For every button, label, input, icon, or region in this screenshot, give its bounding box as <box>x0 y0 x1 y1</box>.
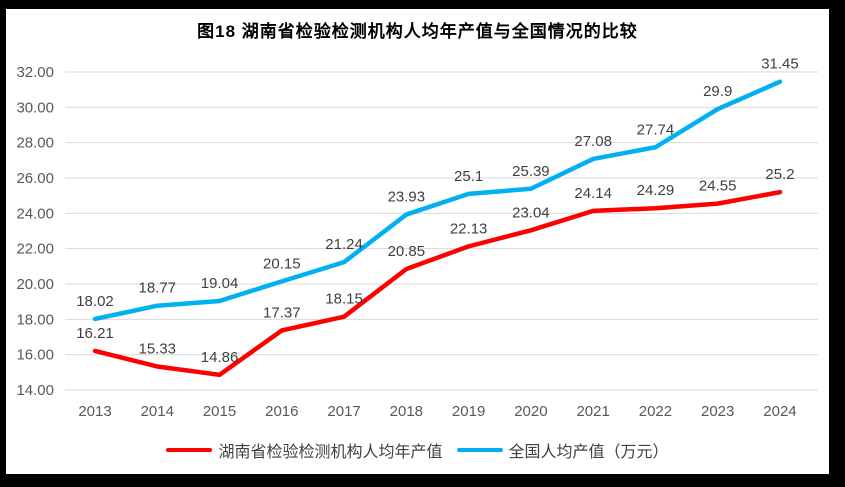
y-tick-label: 24.00 <box>16 205 54 222</box>
legend-label-hunan: 湖南省检验检测机构人均年产值 <box>218 444 443 461</box>
hunan-data-label: 24.55 <box>699 178 737 195</box>
national-data-label: 18.77 <box>138 280 176 297</box>
y-tick-label: 18.00 <box>16 311 54 328</box>
national-data-label: 27.08 <box>574 133 612 150</box>
chart-canvas: 图18 湖南省检验检测机构人均年产值与全国情况的比较 14.00 16.00 18.… <box>6 9 829 474</box>
national-series-line <box>92 79 783 322</box>
x-axis-label: 2021 <box>576 403 609 420</box>
chart-legend: 湖南省检验检测机构人均年产值 全国人均产值（万元） <box>6 438 829 462</box>
national-data-label: 23.93 <box>388 189 426 206</box>
hunan-data-label: 16.21 <box>76 325 114 342</box>
y-tick-label: 22.00 <box>16 241 54 258</box>
line-chart-plot-area: 14.00 16.00 18.00 20.00 22.00 24.00 26.00 28.00… <box>16 56 818 420</box>
x-axis-label: 2013 <box>78 403 111 420</box>
hunan-data-label: 23.04 <box>512 204 550 221</box>
x-axis-label: 2014 <box>141 403 174 420</box>
x-axis-label: 2022 <box>639 403 672 420</box>
y-tick-label: 16.00 <box>16 347 54 364</box>
hunan-data-label: 17.37 <box>263 304 301 321</box>
legend-label-national: 全国人均产值（万元） <box>508 444 669 461</box>
legend-item-national: 全国人均产值（万元） <box>456 438 669 462</box>
y-tick-label: 28.00 <box>16 135 54 152</box>
x-axis-label: 2019 <box>452 403 485 420</box>
hunan-data-label: 15.33 <box>138 341 176 358</box>
hunan-data-label: 20.85 <box>388 243 426 260</box>
y-tick-label: 32.00 <box>16 64 54 81</box>
x-axis-label: 2017 <box>327 403 360 420</box>
y-tick-label: 30.00 <box>16 99 54 116</box>
blue-line-swatch <box>456 447 503 453</box>
hunan-data-label: 14.86 <box>201 349 239 366</box>
x-axis-label: 2016 <box>265 403 298 420</box>
national-data-label: 27.74 <box>637 121 675 138</box>
hunan-data-label: 25.2 <box>765 166 794 183</box>
national-data-label: 31.45 <box>761 56 799 73</box>
y-tick-label: 20.00 <box>16 276 54 293</box>
x-axis-label: 2024 <box>763 403 796 420</box>
x-axis-label: 2015 <box>203 403 236 420</box>
national-data-label: 19.04 <box>201 275 239 292</box>
x-axis-label: 2020 <box>514 403 547 420</box>
national-data-label: 21.24 <box>325 236 363 253</box>
hunan-data-label: 22.13 <box>450 220 488 237</box>
national-data-label: 25.39 <box>512 163 550 180</box>
x-axis-label: 2018 <box>390 403 423 420</box>
hunan-series-line <box>92 189 783 378</box>
national-data-label: 20.15 <box>263 255 301 272</box>
national-data-label: 25.1 <box>454 168 483 185</box>
hunan-data-label: 24.29 <box>637 182 675 199</box>
national-data-label: 18.02 <box>76 293 114 310</box>
red-line-swatch <box>166 447 213 453</box>
x-axis-label: 2023 <box>701 403 734 420</box>
y-tick-label: 14.00 <box>16 382 54 399</box>
hunan-data-label: 18.15 <box>325 291 363 308</box>
legend-item-hunan: 湖南省检验检测机构人均年产值 <box>166 438 443 462</box>
y-tick-label: 26.00 <box>16 170 54 187</box>
national-data-label: 29.9 <box>703 83 732 100</box>
chart-title: 图18 湖南省检验检测机构人均年产值与全国情况的比较 <box>197 22 638 41</box>
hunan-data-label: 24.14 <box>574 185 612 202</box>
